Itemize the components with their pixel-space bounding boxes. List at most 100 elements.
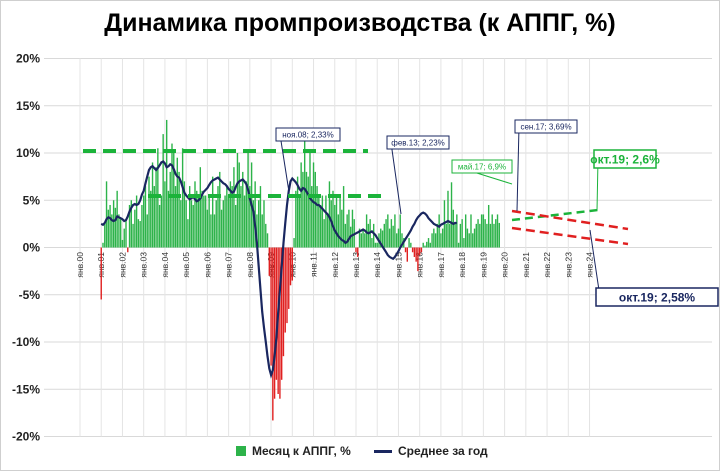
bar [291, 247, 293, 281]
bar [256, 214, 258, 248]
bar [213, 214, 216, 248]
x-tick-label: янв.07 [224, 252, 234, 278]
bar [438, 214, 440, 248]
bar [493, 223, 495, 248]
bar [496, 214, 499, 248]
bar [247, 153, 249, 248]
bar [130, 200, 133, 248]
bar [357, 247, 359, 257]
x-tick-label: янв.02 [117, 252, 127, 278]
callout-leader [516, 126, 520, 212]
bar [234, 204, 237, 248]
bar [426, 241, 428, 248]
bar [233, 167, 235, 248]
bar [383, 223, 385, 248]
bar [150, 190, 152, 248]
bar [463, 238, 465, 248]
bar [272, 247, 274, 421]
bar [229, 181, 232, 248]
bar [275, 247, 278, 380]
bar [261, 214, 263, 248]
bar [257, 200, 260, 248]
bar [201, 190, 203, 248]
y-tick-label: 15% [16, 99, 40, 113]
bar [392, 225, 394, 248]
x-tick-label: янв.08 [245, 252, 255, 278]
bar [254, 181, 256, 248]
bar [121, 239, 124, 248]
bar [323, 219, 325, 248]
bar [146, 214, 148, 248]
bar [100, 247, 102, 300]
callout-box [514, 119, 578, 134]
bar [395, 233, 398, 248]
bar [190, 200, 193, 248]
bar [418, 247, 421, 256]
bar [173, 153, 175, 248]
bar [312, 162, 315, 248]
bar [236, 153, 239, 248]
x-tick-label: янв.15 [393, 252, 403, 278]
bar [119, 219, 122, 248]
y-tick-label: -10% [12, 335, 40, 349]
legend-line-label: Среднее за год [398, 444, 488, 458]
bar [480, 214, 483, 248]
x-tick-label: янв.11 [309, 252, 319, 277]
x-tick-label: янв.18 [457, 252, 467, 278]
bar [123, 228, 125, 248]
bar [447, 190, 449, 248]
bar [183, 181, 186, 248]
bar [196, 190, 198, 248]
callout-label: ноя.08; 2,33% [282, 130, 333, 139]
bar [238, 162, 240, 248]
bar [319, 204, 322, 248]
x-tick-label: янв.17 [436, 252, 446, 278]
legend-bars-swatch [236, 446, 246, 456]
bar [456, 214, 458, 248]
x-tick-label: янв.04 [160, 252, 170, 278]
series-line-average [100, 160, 457, 379]
bar [420, 247, 423, 253]
bar [385, 219, 387, 248]
bar [328, 181, 331, 248]
bar [408, 238, 410, 248]
bar [158, 204, 161, 248]
bar [242, 171, 244, 248]
bar [180, 200, 182, 248]
y-tick-label: 0% [23, 241, 41, 255]
x-tick-label: янв.22 [542, 252, 552, 278]
bar [470, 214, 472, 248]
bar [489, 223, 492, 248]
bar [203, 195, 205, 248]
x-tick-label: янв.20 [500, 252, 510, 278]
bar [222, 200, 225, 248]
callout-label: фев.13; 2,23% [391, 138, 445, 147]
x-tick-label: янв.19 [478, 252, 488, 278]
bar [367, 223, 370, 248]
bar [415, 247, 417, 262]
x-tick-label: янв.21 [521, 252, 531, 278]
bar [473, 228, 476, 248]
bar [125, 219, 127, 248]
bar [102, 242, 104, 248]
legend-line-swatch [374, 449, 392, 453]
bar [282, 247, 285, 357]
legend-line: Среднее за год [374, 444, 488, 458]
callout-box [593, 149, 657, 169]
bar [224, 195, 226, 248]
bar [284, 247, 286, 333]
bar [194, 181, 196, 248]
bar [372, 223, 375, 248]
bar [144, 186, 147, 248]
bar [153, 186, 156, 248]
bar [226, 186, 228, 248]
bar [302, 171, 304, 248]
bar [105, 181, 108, 248]
bar [381, 230, 384, 248]
bar [394, 214, 396, 248]
callout-box [595, 287, 719, 307]
bar [219, 171, 221, 248]
bar [337, 214, 339, 248]
x-tick-label: янв.00 [75, 252, 85, 278]
